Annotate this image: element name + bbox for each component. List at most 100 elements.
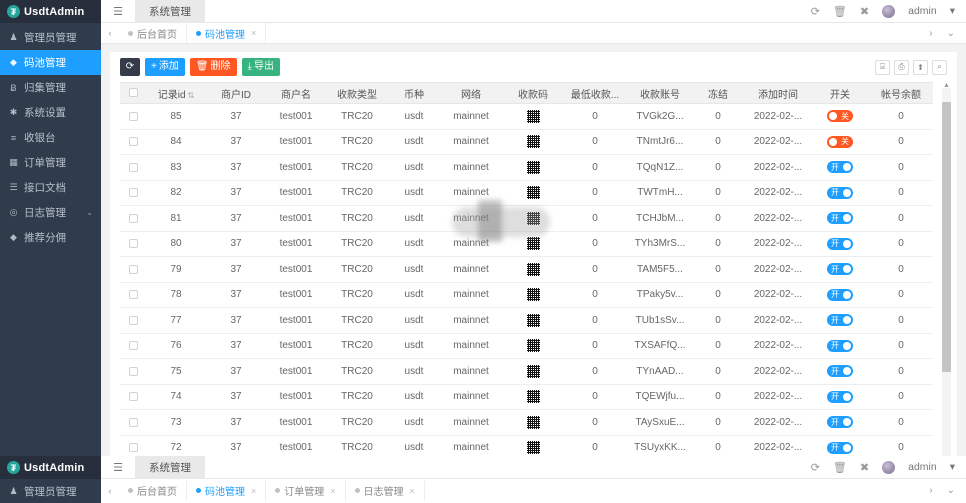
qr-code-icon[interactable] — [525, 389, 541, 405]
tab-prev-icon[interactable]: ‹ — [108, 485, 112, 496]
table-row[interactable]: 80 37 test001 TRC20 usdt mainnet 0 TYh3MrS... 0 2… — [120, 231, 933, 257]
sidebar-item-admin[interactable]: ♟ 管理员管理 — [0, 479, 101, 503]
export-button[interactable]: ⤓ 导出 — [241, 58, 280, 76]
second-tab-0[interactable]: 后台首页 — [119, 480, 187, 501]
second-tab-3[interactable]: 日志管理 × — [346, 480, 425, 501]
header-tab-system[interactable]: 系统管理 — [135, 456, 205, 479]
close-icon[interactable]: × — [251, 28, 257, 38]
qr-code-icon[interactable] — [525, 236, 541, 252]
table-row[interactable]: 74 37 test001 TRC20 usdt mainnet 0 TQEWjfu... 0 2… — [120, 384, 933, 410]
sidebar-item-2[interactable]: Ƀ 归集管理 — [0, 75, 101, 100]
refresh-icon[interactable]: ⟳ — [810, 5, 820, 18]
username-label[interactable]: admin — [908, 461, 937, 473]
next-page-icon[interactable]: › — [929, 485, 933, 496]
close-icon[interactable]: × — [251, 485, 257, 496]
row-checkbox[interactable] — [128, 392, 138, 402]
cell-qr[interactable] — [502, 154, 564, 181]
refresh-icon[interactable]: ⟳ — [810, 461, 820, 474]
header-tab-system[interactable]: 系统管理 — [135, 0, 205, 23]
chevron-down-icon[interactable]: ⌄ — [946, 27, 955, 39]
chevron-down-icon[interactable]: ▾ — [949, 461, 955, 473]
qr-code-icon[interactable] — [525, 312, 541, 328]
scrollbar-thumb[interactable] — [942, 102, 951, 372]
sidebar-item-6[interactable]: ☰ 接口文档 — [0, 175, 101, 200]
qr-code-icon[interactable] — [525, 414, 541, 430]
sort-icon[interactable]: ⇅ — [187, 90, 195, 100]
scroll-up-icon[interactable]: ▲ — [943, 81, 950, 89]
row-checkbox[interactable] — [128, 417, 138, 427]
table-row[interactable]: 76 37 test001 TRC20 usdt mainnet 0 TXSAFfQ... 0 2… — [120, 333, 933, 359]
cell-qr[interactable] — [502, 333, 564, 359]
sidebar-item-7[interactable]: ◎ 日志管理 ⌄ — [0, 200, 101, 225]
second-tab-1[interactable]: 码池管理 × — [187, 480, 267, 501]
status-toggle[interactable]: 关 — [827, 110, 853, 123]
sidebar-item-1[interactable]: ◆ 码池管理 — [0, 50, 101, 75]
sidebar-item-4[interactable]: ≡ 收银台 — [0, 125, 101, 150]
tab-prev-icon[interactable]: ‹ — [108, 28, 112, 38]
row-checkbox[interactable] — [128, 137, 138, 147]
brand-logo[interactable]: ₮ UsdtAdmin — [0, 0, 101, 23]
cell-qr[interactable] — [502, 180, 564, 206]
table-row[interactable]: 82 37 test001 TRC20 usdt mainnet 0 TWTmH... 0 202… — [120, 180, 933, 206]
status-toggle[interactable]: 开 — [827, 212, 853, 225]
qr-code-icon[interactable] — [525, 134, 541, 150]
table-row[interactable]: 77 37 test001 TRC20 usdt mainnet 0 TUb1sSv... 0 2… — [120, 307, 933, 334]
status-toggle[interactable]: 开 — [827, 416, 853, 429]
qr-code-icon[interactable] — [525, 261, 541, 277]
status-toggle[interactable]: 开 — [827, 161, 853, 174]
table-row[interactable]: 84 37 test001 TRC20 usdt mainnet 0 TNmtJr6... 0 2… — [120, 129, 933, 155]
cell-qr[interactable] — [502, 307, 564, 334]
cell-qr[interactable] — [502, 129, 564, 155]
trash-icon[interactable]: 🗑 — [832, 5, 847, 18]
cell-qr[interactable] — [502, 231, 564, 257]
cell-qr[interactable] — [502, 358, 564, 385]
status-toggle[interactable]: 开 — [827, 314, 853, 327]
vertical-scrollbar[interactable] — [942, 88, 951, 489]
qr-code-icon[interactable] — [525, 440, 541, 456]
qr-code-icon[interactable] — [525, 210, 541, 226]
chevron-down-icon[interactable]: ⌄ — [946, 485, 955, 496]
close-icon[interactable]: × — [330, 485, 336, 496]
row-checkbox[interactable] — [128, 443, 138, 453]
table-row[interactable]: 78 37 test001 TRC20 usdt mainnet 0 TPaky5v... 0 2… — [120, 282, 933, 308]
add-button[interactable]: + 添加 — [145, 58, 185, 76]
sidebar-item-8[interactable]: ◆ 推荐分佣 — [0, 225, 101, 250]
chevron-down-icon[interactable]: ⌄ — [86, 208, 93, 217]
close-icon[interactable]: × — [409, 485, 415, 496]
status-toggle[interactable]: 开 — [827, 390, 853, 403]
print-icon[interactable]: ⎙ — [894, 59, 909, 75]
status-toggle[interactable]: 开 — [827, 441, 853, 454]
sidebar-item-0[interactable]: ♟ 管理员管理 — [0, 25, 101, 50]
table-row[interactable]: 73 37 test001 TRC20 usdt mainnet 0 TAySxuE... 0 2… — [120, 409, 933, 436]
search-icon[interactable]: ⌕ — [932, 59, 947, 75]
table-row[interactable]: 79 37 test001 TRC20 usdt mainnet 0 TAM5F5... 0 20… — [120, 256, 933, 283]
table-row[interactable]: 85 37 test001 TRC20 usdt mainnet 0 TVGk2G... 0 20… — [120, 103, 933, 130]
fullscreen-icon[interactable]: ✖ — [859, 5, 870, 18]
avatar[interactable] — [882, 460, 896, 474]
qr-code-icon[interactable] — [525, 363, 541, 379]
qr-code-icon[interactable] — [525, 185, 541, 201]
qr-code-icon[interactable] — [525, 287, 541, 303]
second-tab-2[interactable]: 订单管理 × — [266, 480, 346, 501]
table-row[interactable]: 81 37 test001 TRC20 usdt mainnet 0 TCHJbM... 0 20… — [120, 205, 933, 232]
status-toggle[interactable]: 开 — [827, 339, 853, 352]
row-checkbox[interactable] — [128, 315, 138, 325]
trash-icon[interactable]: 🗑 — [832, 461, 847, 474]
avatar[interactable] — [882, 4, 896, 18]
row-checkbox[interactable] — [128, 188, 138, 198]
second-brand-logo[interactable]: ₮ UsdtAdmin — [0, 456, 101, 479]
status-toggle[interactable]: 开 — [827, 237, 853, 250]
cell-qr[interactable] — [502, 409, 564, 436]
qr-code-icon[interactable] — [525, 108, 541, 124]
chevron-down-icon[interactable]: ▾ — [949, 5, 955, 17]
status-toggle[interactable]: 开 — [827, 365, 853, 378]
export-icon[interactable]: ⬆ — [913, 59, 928, 75]
select-all-checkbox[interactable] — [128, 88, 138, 98]
row-checkbox[interactable] — [128, 239, 138, 249]
row-checkbox[interactable] — [128, 366, 138, 376]
hamburger-icon[interactable]: ☰ — [113, 461, 123, 474]
refresh-button[interactable]: ⟳ — [120, 58, 140, 76]
cell-qr[interactable] — [502, 256, 564, 283]
fullscreen-icon[interactable]: ✖ — [859, 461, 870, 474]
qr-code-icon[interactable] — [525, 159, 541, 175]
